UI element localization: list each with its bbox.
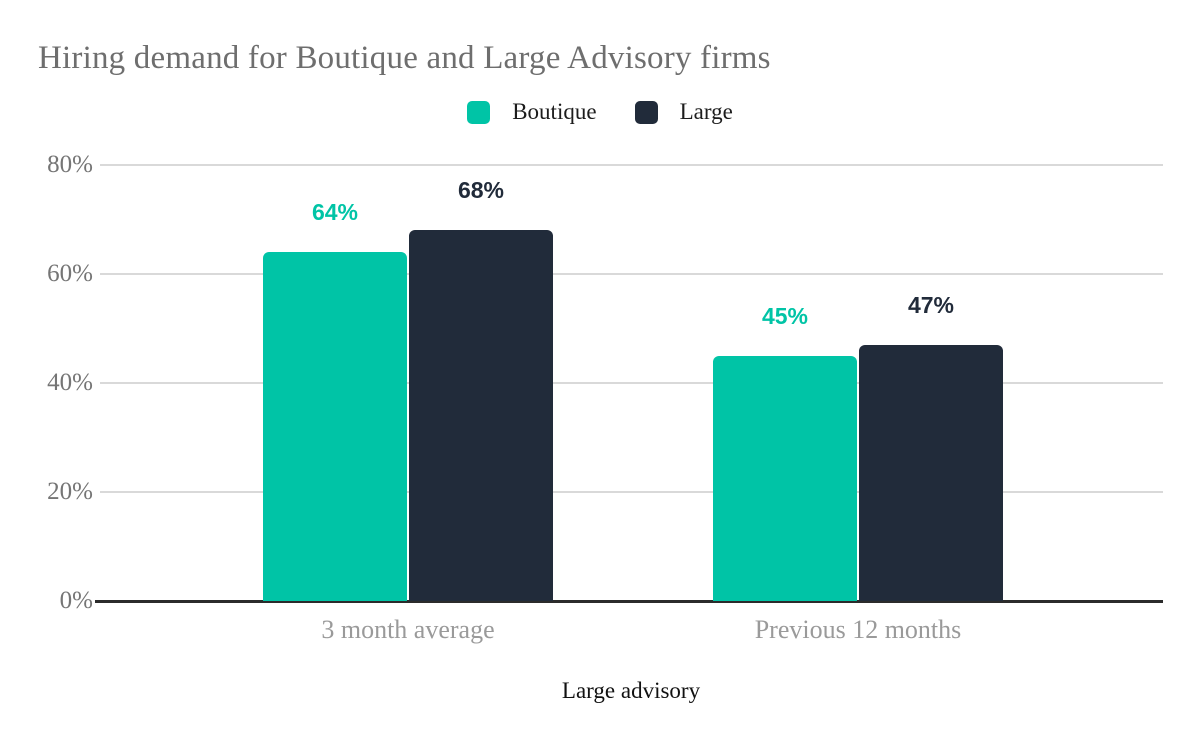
- y-tick-label: 40%: [47, 369, 93, 396]
- value-label-boutique-previous-12-months: 45%: [761, 302, 809, 329]
- y-tick-label: 60%: [47, 260, 93, 287]
- gridline: [100, 273, 1163, 275]
- bar-large-3-month-average: [409, 230, 553, 601]
- legend-label-large: Large: [679, 99, 733, 124]
- legend-swatch-boutique-icon: [467, 100, 491, 124]
- x-axis-baseline: [95, 600, 1163, 603]
- chart-title: Hiring demand for Boutique and Large Adv…: [38, 40, 771, 76]
- y-tick-label: 80%: [47, 151, 93, 178]
- bar-boutique-3-month-average: [263, 252, 407, 601]
- y-tick-label: 0%: [59, 587, 93, 614]
- y-tick-label: 20%: [47, 478, 93, 505]
- bar-large-previous-12-months: [859, 344, 1003, 601]
- gridline: [100, 164, 1163, 166]
- legend: Boutique Large: [0, 99, 1200, 125]
- value-label-boutique-3-month-average: 64%: [311, 199, 359, 226]
- legend-item-large: Large: [634, 99, 733, 125]
- legend-swatch-large-icon: [634, 100, 658, 124]
- value-label-large-3-month-average: 68%: [457, 177, 505, 204]
- value-label-large-previous-12-months: 47%: [907, 291, 955, 318]
- x-axis-title: Large advisory: [561, 678, 701, 703]
- gridline: [100, 491, 1163, 493]
- legend-item-boutique: Boutique: [467, 99, 597, 125]
- bar-boutique-previous-12-months: [713, 355, 857, 601]
- legend-label-boutique: Boutique: [512, 99, 597, 124]
- category-label-3-month-average: 3 month average: [321, 615, 495, 644]
- gridline: [100, 382, 1163, 384]
- category-label-previous-12-months: Previous 12 months: [754, 615, 962, 644]
